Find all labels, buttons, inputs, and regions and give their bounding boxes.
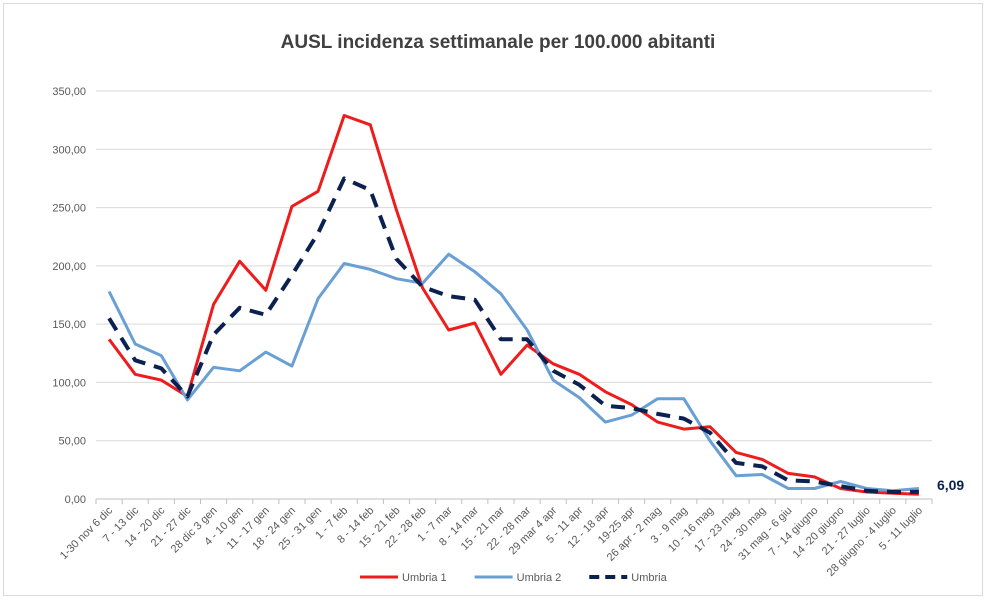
y-tick-label: 100,00 bbox=[52, 377, 86, 389]
series-line-umbria-1 bbox=[107, 114, 919, 496]
series-line-umbria bbox=[107, 176, 919, 494]
y-tick-label: 50,00 bbox=[58, 436, 86, 448]
series-lines bbox=[107, 114, 920, 496]
y-tick-label: 150,00 bbox=[52, 319, 86, 331]
y-tick-label: 350,00 bbox=[52, 86, 86, 98]
series-line-umbria-2 bbox=[107, 252, 920, 493]
line-chart: AUSL incidenza settimanale per 100.000 a… bbox=[52, 32, 964, 584]
y-tick-label: 250,00 bbox=[52, 203, 86, 215]
y-tick-label: 300,00 bbox=[52, 144, 86, 156]
y-tick-label: 200,00 bbox=[52, 261, 86, 273]
y-axis: 0,00 50,00 100,00 150,00 200,00 250,00 300,00 3… bbox=[52, 86, 86, 506]
legend-label: Umbria bbox=[631, 572, 667, 584]
gridlines bbox=[96, 90, 932, 500]
chart-title: AUSL incidenza settimanale per 100.000 a… bbox=[281, 32, 716, 53]
chart-frame: AUSL incidenza settimanale per 100.000 a… bbox=[3, 3, 983, 596]
y-tick-label: 0,00 bbox=[65, 494, 86, 506]
legend-label: Umbria 2 bbox=[517, 572, 562, 584]
end-value-annotation: 6,09 bbox=[937, 477, 964, 493]
legend-label: Umbria 1 bbox=[402, 572, 447, 584]
legend: Umbria 1 Umbria 2 Umbria bbox=[360, 572, 668, 584]
